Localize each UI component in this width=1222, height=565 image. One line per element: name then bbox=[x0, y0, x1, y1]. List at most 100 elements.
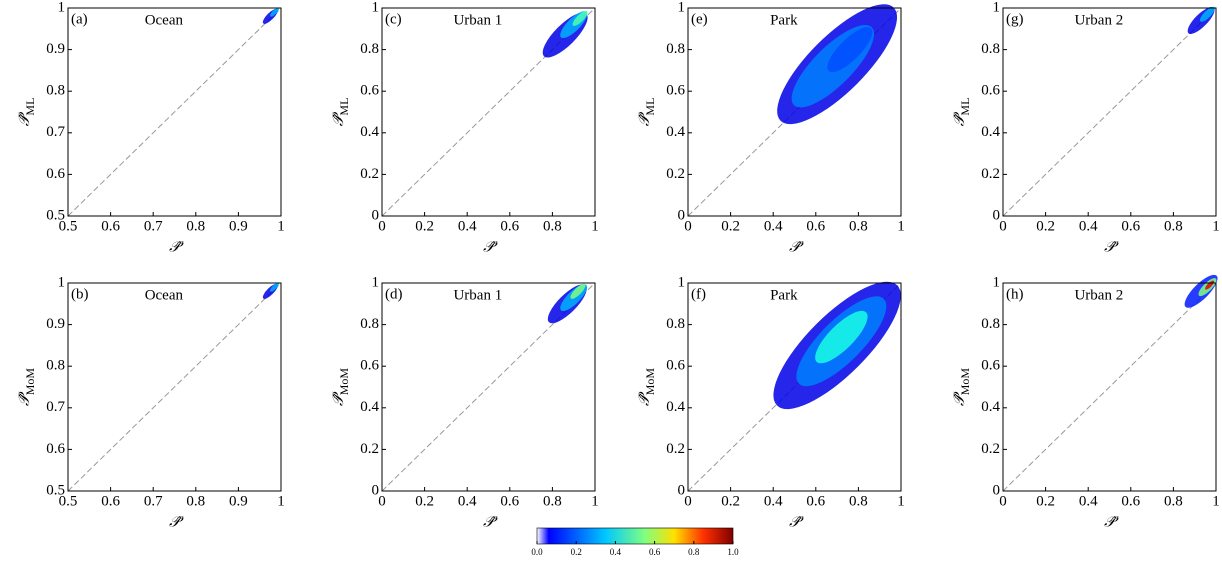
y-label-sub: MoM bbox=[337, 368, 351, 396]
x-tick-label: 0.4 bbox=[1079, 493, 1098, 509]
y-label: 𝒫̂MoM bbox=[637, 368, 656, 406]
x-label: 𝒫̂ bbox=[483, 239, 498, 255]
x-tick-label: 1 bbox=[591, 218, 599, 234]
y-tick-label: 0.2 bbox=[666, 166, 685, 182]
y-tick-label: 0.8 bbox=[360, 41, 379, 57]
y-tick-label: 0 bbox=[993, 207, 1001, 223]
colorbar bbox=[536, 527, 734, 545]
x-tick-label: 0.8 bbox=[186, 218, 205, 234]
x-tick-label: 0 bbox=[999, 493, 1007, 509]
y-label: 𝒫̂MoM bbox=[952, 368, 971, 406]
y-label-sub: ML bbox=[643, 98, 657, 116]
x-tick-label: 1 bbox=[897, 218, 905, 234]
panel: 0 0.2 0.4 0.6 0.8 1 0 0.2 0.4 0.6 0.8 1 (d) Urban 1 𝒫̂… bbox=[331, 274, 598, 530]
panel: 0 0.2 0.4 0.6 0.8 1 0 0.2 0.4 0.6 0.8 1 (c) Urban 1 𝒫̂… bbox=[331, 0, 598, 255]
x-tick-label: 0.6 bbox=[500, 493, 519, 509]
x-tick-label: 0.9 bbox=[229, 218, 248, 234]
y-tick-label: 0.8 bbox=[360, 316, 379, 332]
panel-title: Ocean bbox=[145, 12, 184, 28]
panel-label: (h) bbox=[1006, 286, 1024, 302]
x-label: 𝒫̂ bbox=[1104, 239, 1119, 255]
x-tick-label: 0.5 bbox=[59, 218, 78, 234]
y-tick-label: 0.8 bbox=[981, 41, 1000, 57]
y-tick-label: 0 bbox=[372, 482, 380, 498]
y-tick-label: 0 bbox=[993, 482, 1001, 498]
x-tick-label: 0 bbox=[684, 218, 692, 234]
y-tick-label: 0 bbox=[678, 482, 686, 498]
y-label: 𝒫̂ML bbox=[331, 98, 350, 127]
panel: 0 0.2 0.4 0.6 0.8 1 0 0.2 0.4 0.6 0.8 1 (h) Urban 2 𝒫̂… bbox=[952, 274, 1219, 530]
y-tick-label: 0.2 bbox=[981, 441, 1000, 457]
y-tick-label: 1 bbox=[58, 0, 66, 15]
y-tick-label: 0.6 bbox=[666, 358, 685, 374]
y-tick-label: 0.5 bbox=[46, 207, 65, 223]
y-tick-label: 0.4 bbox=[981, 124, 1000, 140]
panel-label: (b) bbox=[71, 286, 89, 302]
x-tick-label: 0.9 bbox=[229, 493, 248, 509]
panel: 0 0.2 0.4 0.6 0.8 1 0 0.2 0.4 0.6 0.8 1 (f) Park 𝒫̂ 𝒫̂M… bbox=[637, 274, 905, 530]
colorbar-tick-label: 0.6 bbox=[649, 547, 661, 557]
panel: 0 0.2 0.4 0.6 0.8 1 0 0.2 0.4 0.6 0.8 1 (e) Park 𝒫̂ 𝒫̂M… bbox=[637, 0, 905, 255]
x-tick-label: 0.8 bbox=[849, 493, 868, 509]
x-tick-label: 0.2 bbox=[721, 218, 740, 234]
x-tick-label: 0.4 bbox=[458, 493, 477, 509]
y-tick-label: 1 bbox=[993, 274, 1001, 290]
y-tick-label: 0.5 bbox=[46, 482, 65, 498]
panel-title: Ocean bbox=[145, 287, 184, 303]
y-tick-label: 0.6 bbox=[666, 83, 685, 99]
density-blob bbox=[572, 10, 588, 26]
density-blob bbox=[815, 310, 868, 364]
y-label-sub: ML bbox=[337, 98, 351, 116]
y-tick-label: 0 bbox=[678, 207, 686, 223]
y-tick-label: 0.6 bbox=[46, 166, 65, 182]
x-tick-label: 0.7 bbox=[144, 218, 163, 234]
x-label: 𝒫̂ bbox=[483, 514, 498, 530]
x-tick-label: 0.2 bbox=[415, 218, 434, 234]
x-tick-label: 0.2 bbox=[415, 493, 434, 509]
y-tick-label: 0.4 bbox=[666, 124, 685, 140]
x-label: 𝒫̂ bbox=[789, 239, 804, 255]
density-blob bbox=[270, 7, 280, 17]
y-tick-label: 0.8 bbox=[666, 316, 685, 332]
x-tick-label: 0.8 bbox=[1164, 218, 1183, 234]
x-label: 𝒫̂ bbox=[169, 239, 184, 255]
y-tick-label: 0.9 bbox=[46, 316, 65, 332]
y-tick-label: 0.8 bbox=[666, 41, 685, 57]
y-label: 𝒫̂ML bbox=[952, 98, 971, 127]
x-tick-label: 1 bbox=[277, 218, 285, 234]
y-label-sub: ML bbox=[23, 98, 37, 116]
reference-line bbox=[1002, 7, 1217, 217]
x-tick-label: 1 bbox=[1212, 218, 1220, 234]
colorbar-tick-label: 0.2 bbox=[571, 547, 582, 557]
y-tick-label: 1 bbox=[678, 274, 686, 290]
x-tick-label: 1 bbox=[591, 493, 599, 509]
x-tick-label: 0 bbox=[684, 493, 692, 509]
y-tick-label: 1 bbox=[678, 0, 686, 15]
panel: 0.5 0.6 0.7 0.8 0.9 1 0.5 0.6 0.7 0.8 0.9 1 (b) Ocean… bbox=[17, 274, 284, 530]
x-tick-label: 0.6 bbox=[1121, 493, 1140, 509]
x-tick-label: 0.6 bbox=[101, 218, 120, 234]
x-tick-label: 0.6 bbox=[1121, 218, 1140, 234]
x-tick-label: 0.5 bbox=[59, 493, 78, 509]
x-tick-label: 0.4 bbox=[764, 493, 783, 509]
reference-line bbox=[67, 282, 282, 492]
panel-label: (f) bbox=[691, 286, 706, 302]
x-tick-label: 1 bbox=[897, 493, 905, 509]
x-tick-label: 0.6 bbox=[806, 493, 825, 509]
colorbar-tick-label: 0.4 bbox=[610, 547, 622, 557]
plot-frame bbox=[687, 282, 902, 492]
y-tick-label: 0 bbox=[372, 207, 380, 223]
x-tick-label: 0.6 bbox=[101, 493, 120, 509]
y-label-sub: MoM bbox=[958, 368, 972, 396]
reference-line bbox=[67, 7, 282, 217]
reference-line bbox=[1002, 282, 1217, 492]
panel-label: (c) bbox=[385, 11, 402, 27]
y-label: 𝒫̂ML bbox=[637, 98, 656, 127]
colorbar-tick-label: 1.0 bbox=[727, 547, 739, 557]
x-tick-label: 0.2 bbox=[1036, 218, 1055, 234]
panel: 0.5 0.6 0.7 0.8 0.9 1 0.5 0.6 0.7 0.8 0.9 1 (a) Ocean… bbox=[17, 0, 284, 255]
density-blob bbox=[270, 282, 280, 292]
y-tick-label: 0.9 bbox=[46, 41, 65, 57]
x-tick-label: 1 bbox=[277, 493, 285, 509]
